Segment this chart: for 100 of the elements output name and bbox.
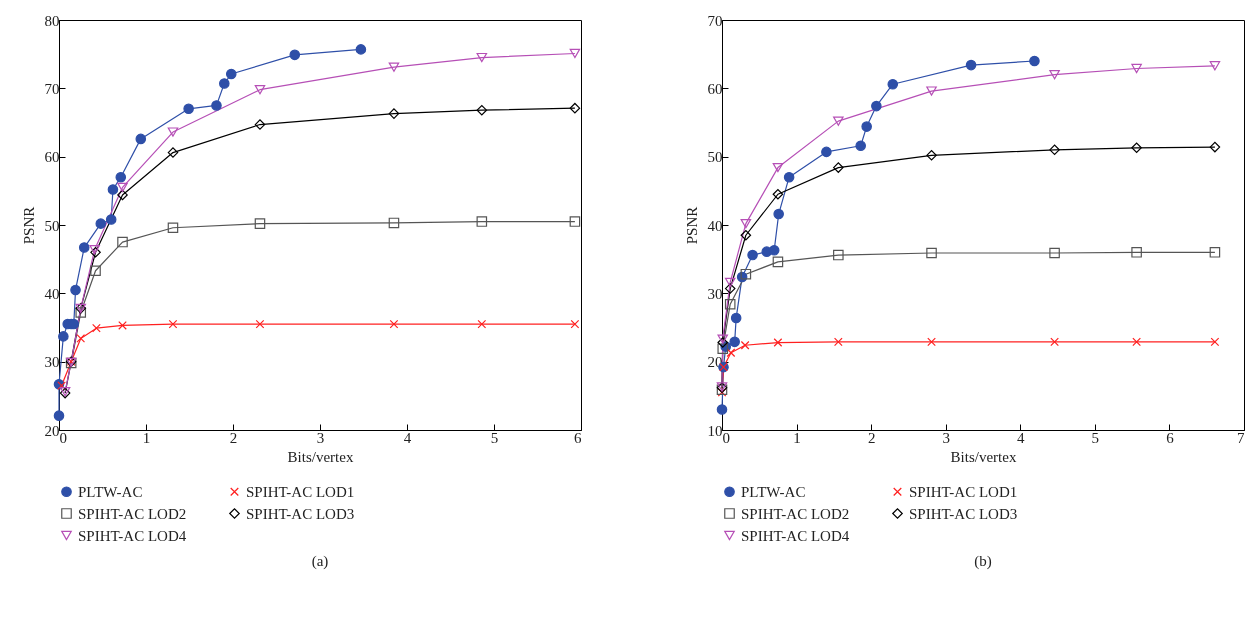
- point: [926, 150, 937, 161]
- point: [833, 162, 844, 173]
- point: [78, 242, 90, 253]
- point: [388, 108, 400, 119]
- point: [1050, 337, 1059, 347]
- legend-label: SPIHT-AC LOD3: [246, 505, 355, 522]
- point: [117, 236, 128, 248]
- point: [833, 337, 843, 347]
- point: [772, 256, 784, 268]
- point: [570, 319, 580, 329]
- y-tick-label: 70: [707, 12, 723, 29]
- point: [855, 140, 866, 152]
- point: [92, 323, 101, 333]
- point: [355, 44, 367, 55]
- point: [772, 162, 784, 173]
- y-tick-label: 40: [44, 285, 60, 302]
- point: [740, 268, 752, 280]
- point: [730, 312, 742, 324]
- legend-label: SPIHT-AC LOD1: [246, 483, 355, 500]
- point: [388, 62, 400, 72]
- point: [183, 103, 194, 115]
- point: [768, 245, 780, 256]
- point: [90, 265, 101, 277]
- y-tick-label: 60: [707, 80, 723, 97]
- point: [53, 410, 65, 421]
- point: [926, 247, 937, 259]
- point: [726, 348, 736, 358]
- x-tick-label: 1: [793, 429, 801, 446]
- x-axis-title: Bits/vertex: [287, 448, 354, 465]
- legend-label: SPIHT-AC LOD4: [741, 527, 850, 544]
- point: [773, 208, 784, 220]
- legend-label: SPIHT-AC LOD3: [909, 505, 1018, 522]
- point: [747, 249, 758, 261]
- point: [965, 59, 977, 71]
- point: [716, 404, 728, 415]
- point: [476, 52, 488, 63]
- point: [772, 188, 784, 200]
- y-tick-label: 60: [44, 149, 60, 166]
- point: [168, 319, 178, 329]
- point: [717, 334, 729, 344]
- y-tick-label: 10: [707, 422, 723, 439]
- y-tick-label: 50: [707, 149, 723, 166]
- point: [118, 321, 127, 330]
- point: [861, 121, 872, 132]
- point: [211, 100, 222, 111]
- point: [477, 319, 487, 329]
- point: [117, 189, 128, 201]
- text: (b): [974, 553, 992, 570]
- point: [1209, 247, 1221, 258]
- x-tick-label: 6: [1166, 429, 1175, 446]
- x-tick-label: 5: [490, 429, 499, 446]
- point: [1131, 247, 1142, 258]
- point: [135, 133, 147, 145]
- y-tick-label: 40: [707, 217, 723, 234]
- point: [1049, 70, 1060, 80]
- point: [1209, 141, 1221, 153]
- x-tick-label: 6: [574, 429, 582, 446]
- point: [569, 102, 581, 114]
- point: [219, 78, 230, 89]
- point: [1210, 337, 1220, 347]
- x-tick-label: 0: [722, 429, 730, 446]
- x-tick-label: 3: [942, 429, 950, 446]
- y-tick-label: 20: [44, 422, 60, 439]
- point: [389, 319, 399, 329]
- x-tick-label: 2: [229, 429, 238, 446]
- x-tick-label: 7: [1237, 429, 1245, 446]
- x-tick-label: 4: [403, 429, 412, 446]
- legend-label: PLTW-AC: [78, 483, 143, 500]
- point: [724, 277, 736, 288]
- legend-label: SPIHT-AC LOD2: [78, 505, 187, 522]
- point: [926, 86, 937, 96]
- y-tick-label: 70: [44, 80, 60, 97]
- point: [927, 337, 936, 347]
- point: [76, 334, 86, 343]
- point: [729, 336, 740, 348]
- point: [1132, 337, 1141, 347]
- point: [225, 68, 237, 80]
- point: [740, 218, 752, 229]
- point: [70, 284, 81, 296]
- legend-label: SPIHT-AC LOD1: [909, 483, 1018, 500]
- x-tick-label: 1: [142, 429, 151, 446]
- point: [254, 218, 266, 229]
- x-tick-label: 5: [1091, 429, 1100, 446]
- x-tick-label: 4: [1017, 429, 1026, 446]
- x-tick-label: 2: [867, 429, 876, 446]
- point: [75, 307, 87, 318]
- point: [388, 217, 400, 229]
- point: [833, 116, 844, 126]
- point: [95, 218, 107, 229]
- point: [740, 229, 752, 241]
- x-tick-label: 3: [316, 429, 325, 446]
- point: [289, 49, 301, 61]
- point: [105, 214, 117, 225]
- point: [476, 104, 488, 116]
- legend-label: PLTW-AC: [741, 483, 806, 500]
- point: [167, 127, 179, 137]
- point: [871, 100, 882, 112]
- y-tick-label: 80: [44, 12, 60, 29]
- y-tick-label: 30: [44, 354, 60, 371]
- point: [255, 319, 265, 329]
